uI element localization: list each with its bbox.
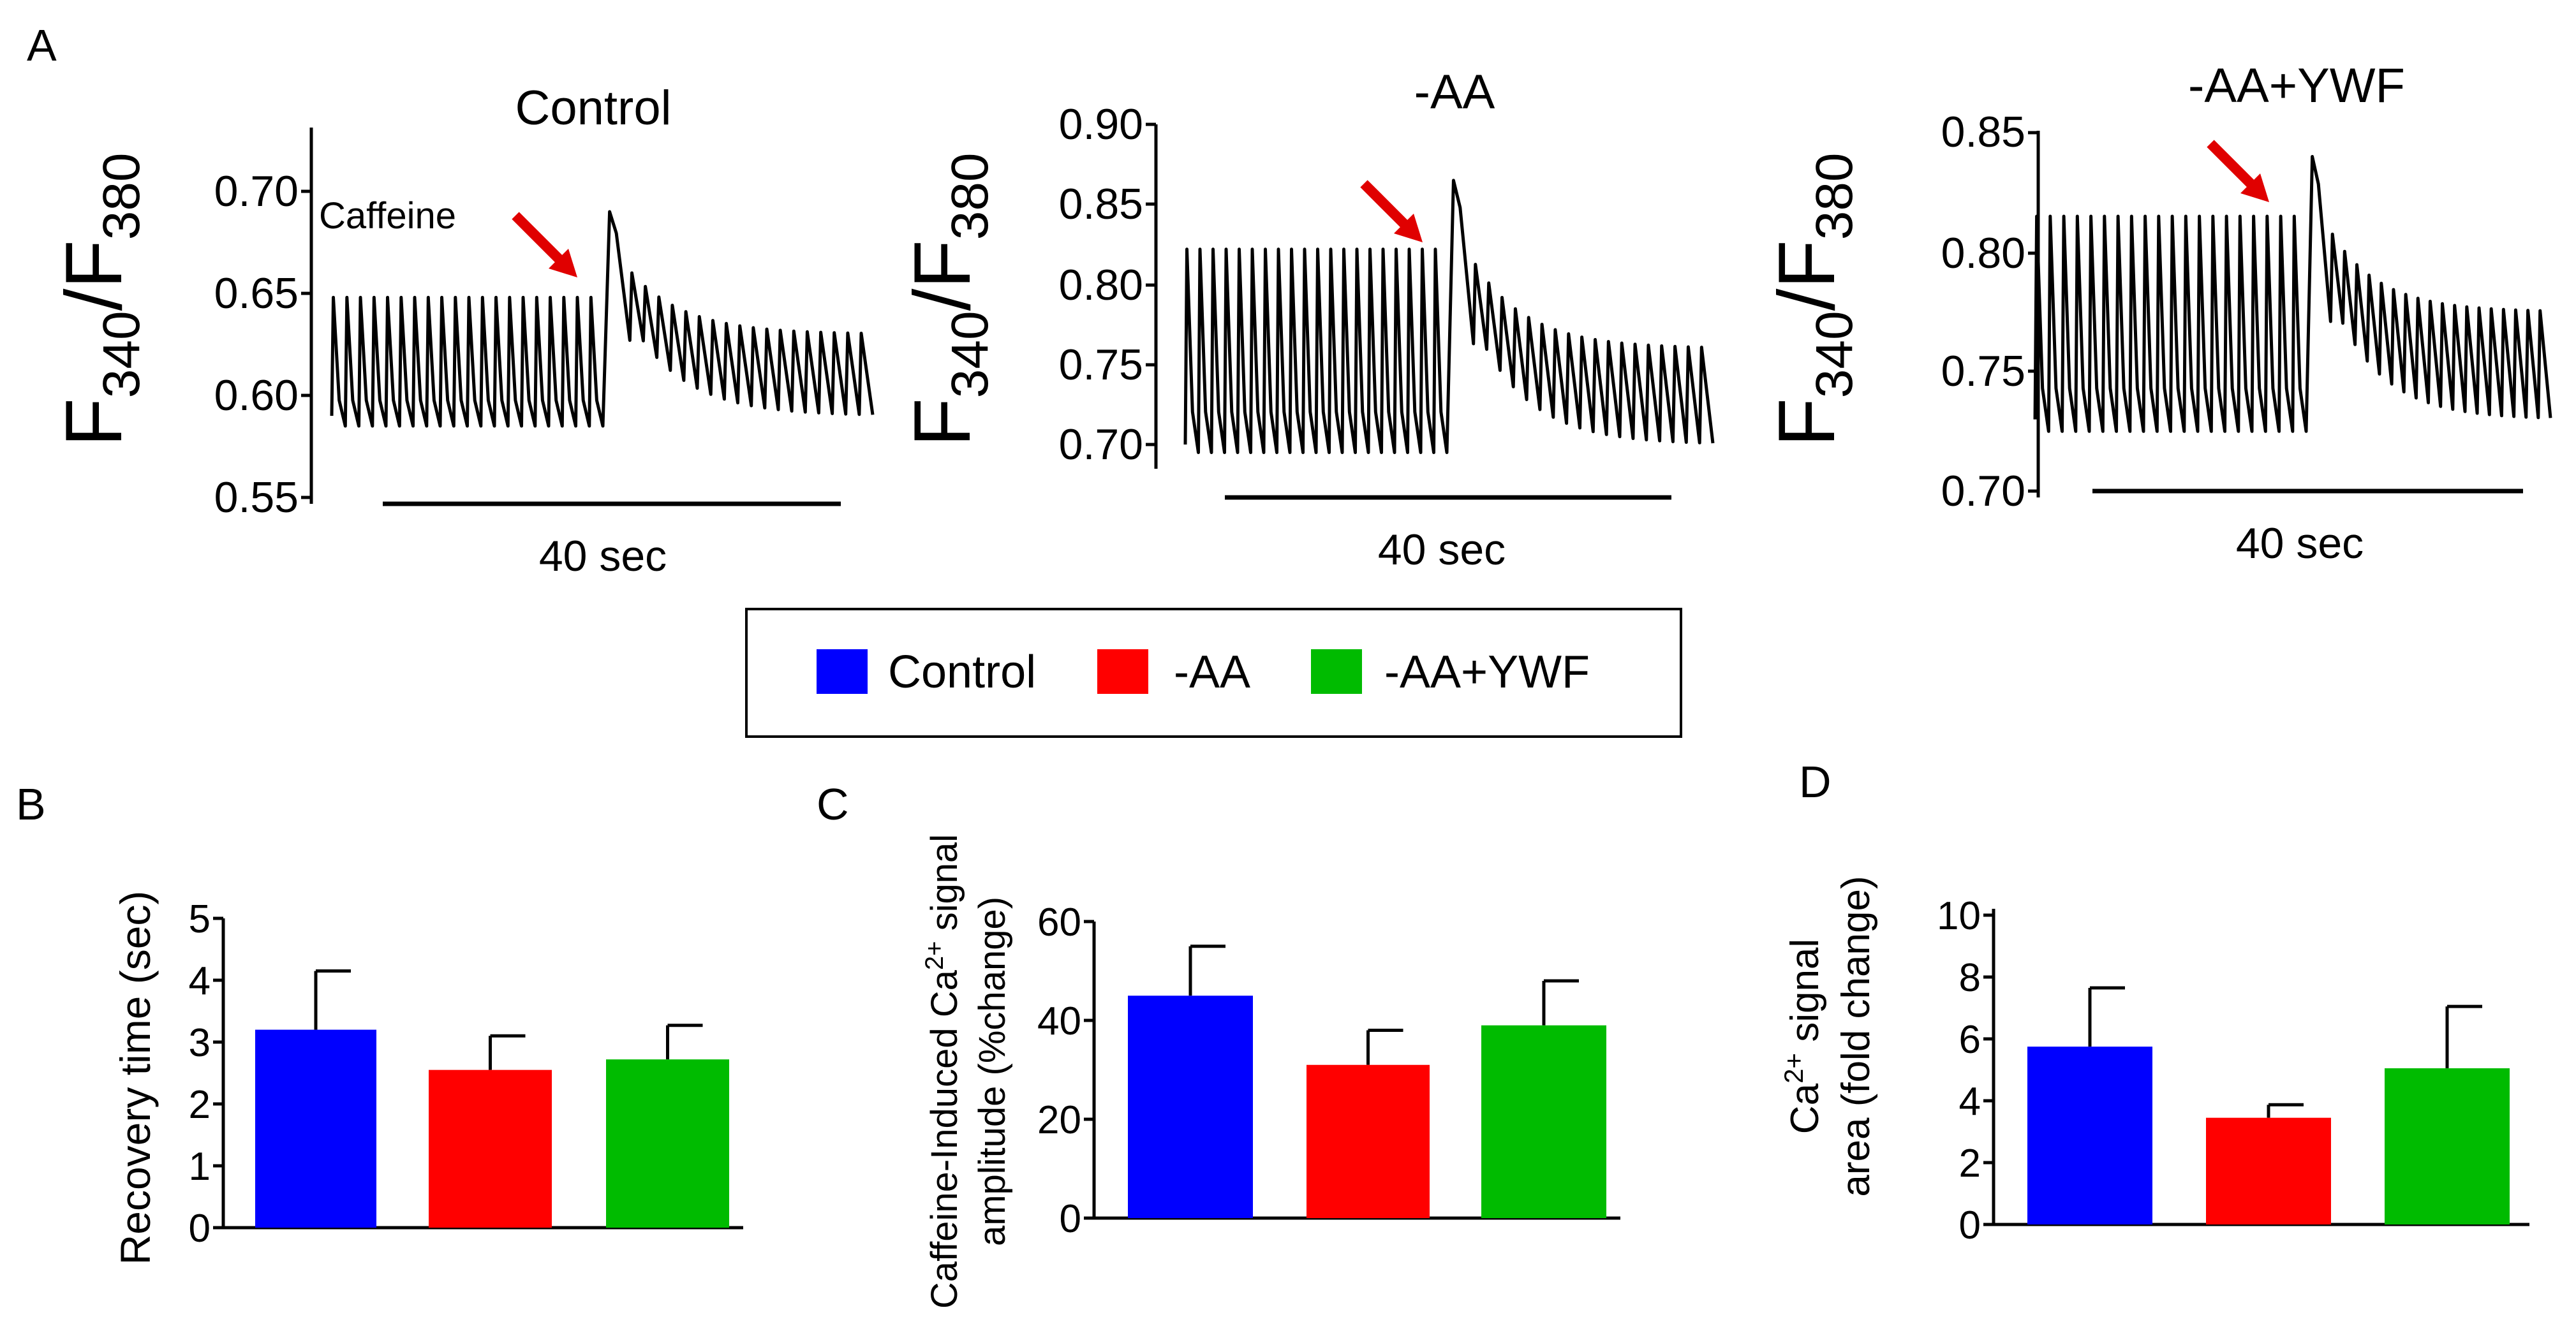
svg-text:Caffeine-Induced Ca2+ signal: Caffeine-Induced Ca2+ signal xyxy=(921,834,965,1309)
trace-line-control xyxy=(330,210,875,428)
scale-bar-label-aa: 40 sec xyxy=(1378,526,1506,574)
tick-label-c-0: 0 xyxy=(1060,1197,1081,1241)
tick-label-control-065: 0.65 xyxy=(214,269,299,318)
trace-line-aa xyxy=(1183,179,1715,454)
tick-label-d-2: 2 xyxy=(1959,1142,1981,1186)
legend-label-control: Control xyxy=(888,647,1036,698)
trace-title-aa: -AA xyxy=(1414,65,1495,119)
tick-label-b-5: 5 xyxy=(189,897,211,941)
bar-c-aa xyxy=(1307,1064,1430,1218)
tick-label-b-2: 2 xyxy=(189,1083,211,1127)
bars-d xyxy=(2027,986,2510,1224)
y-axis-label-b: Recovery time (sec) xyxy=(112,891,159,1265)
tick-label-control-055: 0.55 xyxy=(214,473,299,522)
y-axis-label-d: Ca2+ signal area (fold change) xyxy=(1779,876,1878,1196)
tick-label-aa-085: 0.85 xyxy=(1059,180,1143,228)
y-ticks-d xyxy=(1983,913,1994,1226)
panel-label-c: C xyxy=(817,779,849,829)
trace-title-control: Control xyxy=(515,81,672,135)
bar-chart-signal-area: Ca2+ signal area (fold change) 0 2 4 6 8… xyxy=(1779,876,2529,1247)
y-axis-label-aa-ywf: F340/F380 xyxy=(1763,152,1863,446)
y-ticks-aa xyxy=(1146,122,1156,446)
svg-text:amplitude (%change): amplitude (%change) xyxy=(972,897,1013,1246)
panel-label-d: D xyxy=(1799,757,1832,807)
tick-label-d-10: 10 xyxy=(1937,894,1981,938)
bars-b xyxy=(255,969,729,1228)
svg-text:F340/F380: F340/F380 xyxy=(898,152,999,446)
tick-label-aa-090: 0.90 xyxy=(1059,100,1143,149)
y-ticks-b xyxy=(213,916,223,1230)
legend-box xyxy=(745,608,1682,738)
trace-title-aa-ywf: -AA+YWF xyxy=(2188,59,2405,113)
scale-bar-label-aa-ywf: 40 sec xyxy=(2236,519,2364,568)
trace-panel-aa: -AA F340/F380 0.90 0.85 0.80 0.75 0.70 4… xyxy=(898,65,1715,574)
legend-swatch-control xyxy=(817,649,868,694)
bar-d-aa-ywf xyxy=(2385,1068,2510,1224)
trace-panel-control: Control F340/F380 0.70 0.65 0.60 0.55 Ca… xyxy=(50,81,875,580)
tick-label-aa-ywf-080: 0.80 xyxy=(1941,229,2025,277)
tick-label-b-0: 0 xyxy=(189,1207,211,1251)
tick-label-b-1: 1 xyxy=(189,1145,211,1189)
legend-swatch-aa-ywf xyxy=(1311,649,1362,694)
panel-label-a: A xyxy=(27,20,57,70)
svg-text:Ca2+ signal: Ca2+ signal xyxy=(1779,939,1827,1134)
caffeine-arrow-aa-ywf xyxy=(2207,140,2269,202)
bar-d-control xyxy=(2027,1047,2152,1224)
legend: Control -AA -AA+YWF xyxy=(745,608,1682,738)
caffeine-annotation: Caffeine xyxy=(319,195,456,237)
tick-label-aa-ywf-085: 0.85 xyxy=(1941,108,2025,156)
tick-label-b-4: 4 xyxy=(189,959,211,1003)
tick-label-d-0: 0 xyxy=(1959,1203,1981,1247)
bar-chart-signal-amplitude: Caffeine-Induced Ca2+ signal amplitude (… xyxy=(921,834,1620,1309)
bar-b-aa-ywf xyxy=(606,1059,729,1228)
legend-label-aa: -AA xyxy=(1174,647,1250,698)
svg-text:area (fold change): area (fold change) xyxy=(1834,876,1878,1196)
tick-label-control-060: 0.60 xyxy=(214,371,299,420)
legend-swatch-aa xyxy=(1097,649,1148,694)
trace-panel-aa-ywf: -AA+YWF F340/F380 0.85 0.80 0.75 0.70 40… xyxy=(1763,59,2552,568)
y-axis-label-aa: F340/F380 xyxy=(898,152,999,446)
svg-text:F340/F380: F340/F380 xyxy=(50,152,151,446)
tick-label-aa-ywf-070: 0.70 xyxy=(1941,467,2025,515)
legend-label-aa-ywf: -AA+YWF xyxy=(1384,647,1590,698)
trace-line-aa-ywf xyxy=(2033,155,2552,433)
svg-text:F340/F380: F340/F380 xyxy=(1763,152,1863,446)
tick-label-d-8: 8 xyxy=(1959,956,1981,1000)
scale-bar-label-control: 40 sec xyxy=(539,532,667,580)
tick-label-d-4: 4 xyxy=(1959,1080,1981,1124)
panel-label-b: B xyxy=(16,779,46,829)
y-axis-label-control: F340/F380 xyxy=(50,152,151,446)
y-ticks-control xyxy=(301,189,311,499)
bar-b-control xyxy=(255,1029,376,1228)
tick-label-aa-080: 0.80 xyxy=(1059,261,1143,309)
tick-label-c-60: 60 xyxy=(1037,901,1081,945)
tick-label-aa-ywf-075: 0.75 xyxy=(1941,347,2025,395)
bar-b-aa xyxy=(429,1070,552,1228)
y-ticks-c xyxy=(1084,920,1094,1220)
bar-d-aa xyxy=(2206,1117,2331,1224)
bar-c-control xyxy=(1128,996,1253,1218)
tick-label-c-20: 20 xyxy=(1037,1098,1081,1142)
bar-chart-recovery-time: Recovery time (sec) 0 1 2 3 4 5 xyxy=(112,891,743,1265)
y-axis-label-c: Caffeine-Induced Ca2+ signal amplitude (… xyxy=(921,834,1013,1309)
tick-label-control-070: 0.70 xyxy=(214,167,299,216)
tick-label-aa-075: 0.75 xyxy=(1059,341,1143,389)
bar-c-aa-ywf xyxy=(1481,1025,1606,1218)
caffeine-arrow-aa xyxy=(1360,180,1423,242)
caffeine-arrow-control xyxy=(512,212,577,277)
tick-label-d-6: 6 xyxy=(1959,1018,1981,1062)
tick-label-aa-070: 0.70 xyxy=(1059,420,1143,469)
tick-label-b-3: 3 xyxy=(189,1021,211,1065)
tick-label-c-40: 40 xyxy=(1037,999,1081,1043)
bars-c xyxy=(1128,945,1606,1218)
